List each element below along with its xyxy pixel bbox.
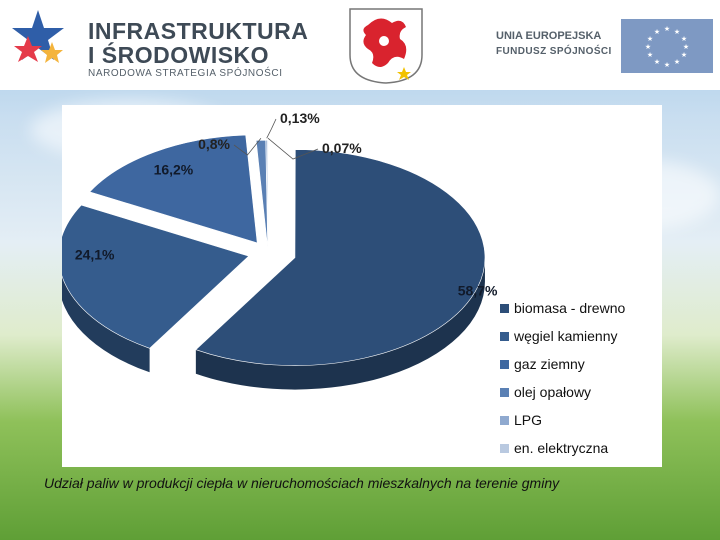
legend-label: gaz ziemny: [514, 356, 585, 372]
header-banner: INFRASTRUKTURA I ŚRODOWISKO NARODOWA STR…: [0, 0, 720, 90]
data-label-3: 0,8%: [198, 136, 230, 152]
pie-labels: 58,7% 24,1% 16,2%0,8% 0,13%0,07%: [75, 110, 498, 298]
svg-text:★: ★: [664, 25, 670, 33]
data-label-0: 58,7%: [458, 282, 498, 298]
svg-text:★: ★: [681, 35, 687, 43]
legend-swatch: [500, 444, 509, 453]
leader-line: [267, 137, 319, 160]
legend-swatch: [500, 360, 509, 369]
eu-title: UNIA EUROPEJSKA: [496, 30, 602, 42]
logo-title-line1: INFRASTRUKTURA: [88, 18, 309, 44]
logo-subtitle: NARODOWA STRATEGIA SPÓJNOŚCI: [88, 68, 283, 79]
data-label-5: 0,07%: [322, 140, 362, 156]
logo-title-line2: I ŚRODOWISKO: [88, 42, 270, 68]
data-label-2: 16,2%: [154, 161, 194, 177]
svg-text:★: ★: [647, 51, 653, 59]
chart-panel: 58,7% 24,1% 16,2% 0,8% 0,13% 0,07% biomasa - …: [62, 105, 662, 467]
chart-legend: biomasa - drewno węgiel kamienny gaz ziemn…: [500, 300, 625, 456]
legend-label: biomasa - drewno: [514, 300, 625, 316]
pie-slice-0: [195, 149, 486, 366]
svg-text:★: ★: [647, 35, 653, 43]
pie-slice-side: [195, 257, 485, 390]
pie-slice-5: [267, 139, 269, 249]
pie-sides: [62, 257, 485, 390]
svg-text:★: ★: [674, 58, 680, 66]
pie-chart: 58,7% 24,1% 16,2%0,8% 0,13%0,07% biomasa - …: [62, 110, 625, 456]
leader-line: [233, 138, 262, 156]
pie-leaders: [233, 118, 319, 160]
legend-label: węgiel kamienny: [513, 328, 618, 344]
pie-tops: [62, 134, 486, 366]
svg-text:★: ★: [664, 61, 670, 69]
pie-slice-side: [62, 276, 150, 373]
svg-text:★: ★: [654, 28, 660, 36]
nss-logo-icon: [8, 6, 68, 78]
leader-line: [266, 118, 277, 139]
chart-caption: Udział paliw w produkcji ciepła w nieruc…: [44, 475, 560, 491]
pie-slice-2: [89, 134, 258, 244]
legend-swatch: [500, 332, 509, 341]
data-label-4: 0,13%: [280, 110, 320, 126]
legend-label: LPG: [514, 412, 542, 428]
data-label-1: 24,1%: [75, 247, 115, 263]
legend-label: olej opałowy: [514, 384, 591, 400]
legend-swatch: [500, 416, 509, 425]
svg-text:★: ★: [674, 28, 680, 36]
legend-swatch: [500, 304, 509, 313]
svg-text:★: ★: [654, 58, 660, 66]
pie-slice-1: [62, 204, 250, 349]
svg-text:★: ★: [681, 51, 687, 59]
svg-text:★: ★: [645, 43, 651, 51]
legend-label: en. elektryczna: [514, 440, 608, 456]
griffin-crest-icon: [349, 8, 423, 84]
legend-swatch: [500, 388, 509, 397]
svg-text:★: ★: [683, 43, 689, 51]
eu-flag-icon: ★ ★★ ★★★ ★★★ ★★★: [621, 19, 713, 73]
eu-fund-name: FUNDUSZ SPÓJNOŚCI: [496, 46, 612, 57]
